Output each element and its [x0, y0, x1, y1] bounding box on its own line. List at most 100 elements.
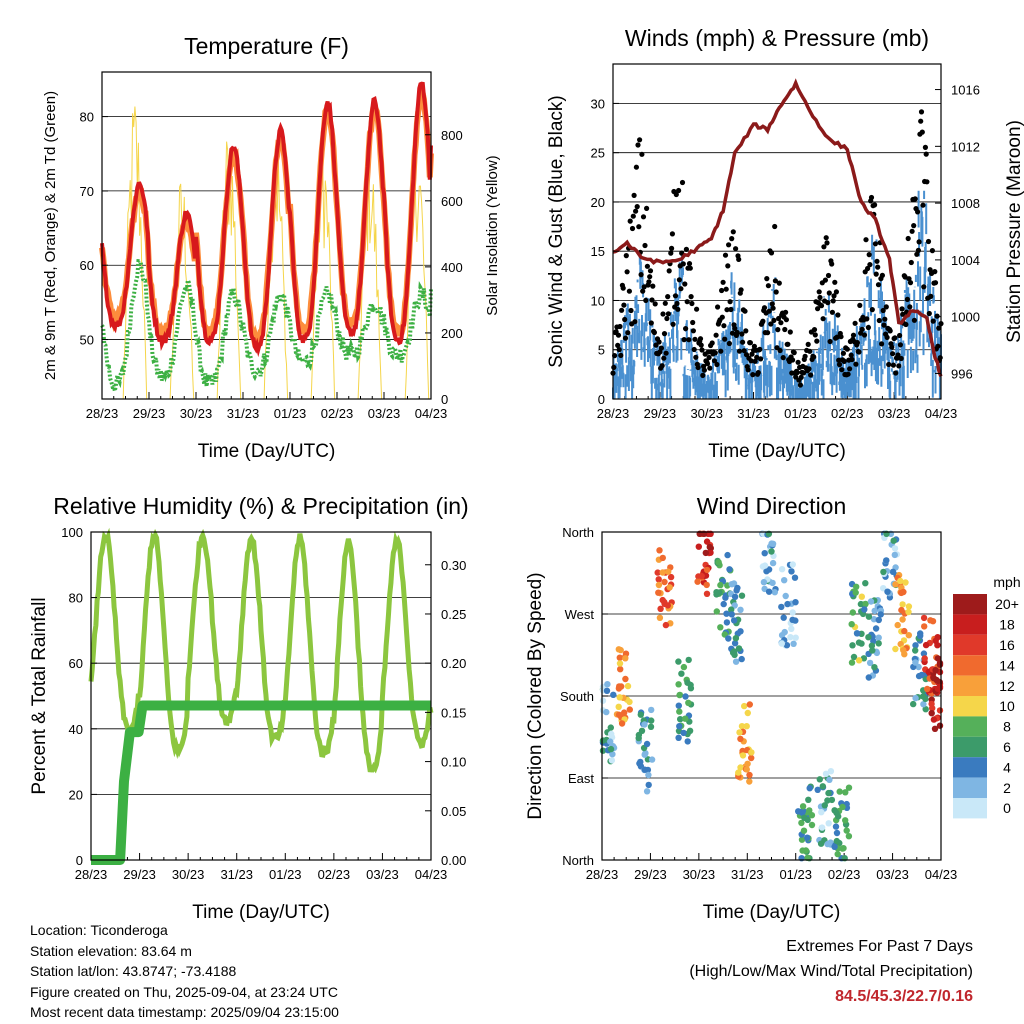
direction-point [731, 593, 739, 600]
direction-point [798, 819, 805, 827]
direction-point [730, 580, 738, 587]
gust-point [712, 350, 718, 356]
gust-point [676, 187, 682, 194]
wind-direction-panel: Wind Direction Time (Day/UTC) 28/23 29/23 30… [525, 493, 1021, 923]
gust-point [869, 307, 875, 313]
gust-point [729, 236, 735, 242]
gust-point [829, 309, 836, 315]
y-tick-label: 40 [69, 722, 83, 737]
direction-point [748, 754, 755, 762]
direction-point [824, 797, 831, 804]
direction-point [920, 650, 928, 657]
colorbar-label: 4 [1003, 759, 1011, 775]
gust-point [921, 284, 927, 290]
colorbar-swatch [953, 798, 987, 819]
gust-point [854, 340, 861, 346]
gust-point [625, 330, 631, 336]
gust-point [657, 349, 663, 355]
gust-point [805, 341, 811, 347]
x-tick-label: 01/23 [274, 406, 307, 421]
gust-point [908, 259, 914, 266]
direction-point [849, 609, 856, 616]
extremes-subtitle: (High/Low/Max Wind/Total Precipitation) [689, 963, 973, 980]
direction-point [857, 600, 865, 608]
y-tick-label: 50 [80, 333, 94, 348]
direction-point [703, 566, 711, 574]
direction-point [732, 635, 740, 642]
direction-point [603, 687, 611, 694]
direction-point [872, 625, 880, 632]
direction-point [685, 699, 692, 706]
gust-point [697, 336, 704, 342]
direction-point [865, 634, 872, 641]
direction-point [744, 760, 751, 767]
gust-point [911, 223, 917, 229]
gust-point [825, 272, 832, 279]
humidity-precip-panel: Relative Humidity (%) & Precipitation (i… [29, 493, 469, 923]
gust-point [932, 280, 939, 286]
x-tick-label: 02/23 [831, 406, 864, 421]
direction-point [936, 661, 944, 668]
direction-point [687, 681, 694, 689]
gust-point [880, 307, 886, 314]
direction-point [789, 609, 796, 616]
direction-point [792, 617, 799, 624]
direction-point [607, 724, 614, 731]
gust-point [765, 330, 771, 336]
gust-point [660, 311, 666, 317]
direction-point [738, 655, 745, 663]
x-tick-label: 28/23 [597, 406, 630, 421]
direction-point [741, 702, 748, 710]
direction-point [607, 738, 614, 745]
direction-point [624, 682, 632, 690]
gust-point [618, 352, 624, 358]
panel-title: Wind Direction [697, 493, 847, 519]
direction-point [843, 827, 850, 834]
gust-point [867, 262, 873, 268]
direction-point [675, 658, 682, 665]
gust-point [899, 306, 905, 312]
gust-point [684, 299, 690, 305]
y2-tick-label: 1012 [951, 139, 980, 154]
y2-tick-label: 1000 [951, 310, 980, 325]
direction-point [831, 843, 838, 850]
direction-point [648, 706, 655, 714]
direction-point [790, 640, 797, 647]
y-tick-label: 20 [591, 195, 605, 210]
x-tick-label: 28/23 [75, 867, 108, 882]
direction-point [875, 616, 882, 624]
direction-point [799, 847, 806, 854]
direction-point [676, 708, 683, 715]
gust-point [776, 315, 782, 322]
gust-point [907, 280, 914, 286]
direction-point [703, 590, 711, 597]
gust-point [698, 342, 704, 348]
direction-point [615, 703, 622, 710]
direction-point [643, 788, 651, 795]
y2-tick-label: 0.20 [441, 656, 466, 671]
direction-point [866, 659, 874, 667]
gust-point [745, 367, 751, 373]
x-axis-label: Time (Day/UTC) [198, 441, 336, 462]
direction-point [798, 836, 806, 843]
gust-point [874, 258, 880, 264]
direction-point [902, 579, 909, 586]
gust-point [713, 332, 719, 338]
direction-point [795, 808, 802, 815]
gust-point [681, 337, 687, 343]
direction-point [848, 659, 856, 666]
gust-point [761, 305, 768, 311]
direction-point [912, 694, 919, 702]
direction-point [656, 614, 664, 621]
direction-point [659, 569, 666, 576]
gust-point [683, 246, 690, 252]
direction-point [621, 709, 628, 716]
extremes-title: Extremes For Past 7 Days [786, 938, 973, 955]
direction-point [788, 625, 795, 632]
direction-point [610, 691, 617, 698]
gust-point [738, 287, 744, 293]
y-tick-label: 0 [598, 392, 605, 407]
direction-point [599, 697, 607, 704]
direction-point [680, 729, 687, 737]
direction-point [648, 756, 656, 763]
